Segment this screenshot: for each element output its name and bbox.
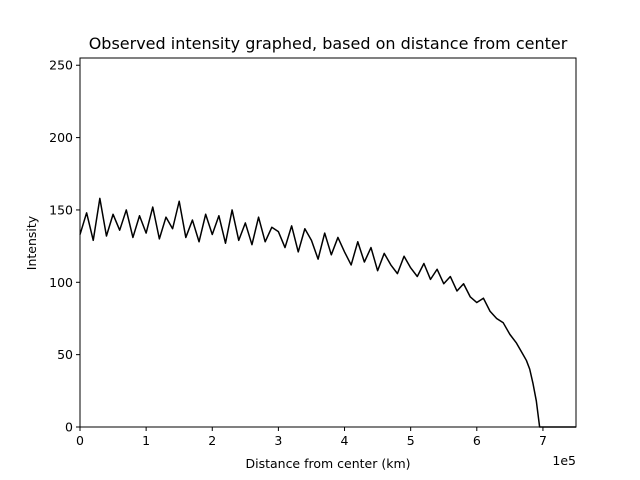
x-tick-label: 6	[473, 433, 481, 448]
x-tick-label: 1	[142, 433, 150, 448]
x-tick-label: 3	[274, 433, 282, 448]
y-tick-label: 50	[57, 347, 73, 362]
y-tick-label: 150	[49, 202, 73, 217]
x-axis-ticks: 0 1 2 3 4 5 6 7	[76, 427, 547, 448]
y-tick-label: 200	[49, 130, 73, 145]
x-tick-label: 0	[76, 433, 84, 448]
plot-frame	[79, 57, 577, 428]
y-tick-label: 0	[65, 420, 73, 435]
y-tick-label: 100	[49, 275, 73, 290]
y-axis-label: Intensity	[24, 215, 39, 270]
x-axis-offset-text: 1e5	[552, 453, 576, 468]
x-tick-label: 4	[341, 433, 349, 448]
x-axis-label: Distance from center (km)	[245, 456, 410, 471]
x-tick-label: 2	[208, 433, 216, 448]
x-tick-label: 5	[407, 433, 415, 448]
y-tick-label: 250	[49, 58, 73, 73]
intensity-line	[79, 197, 576, 428]
x-tick-label: 7	[539, 433, 547, 448]
y-axis-ticks: 0 50 100 150 200 250	[49, 58, 80, 435]
chart-title: Observed intensity graphed, based on dis…	[89, 34, 568, 53]
